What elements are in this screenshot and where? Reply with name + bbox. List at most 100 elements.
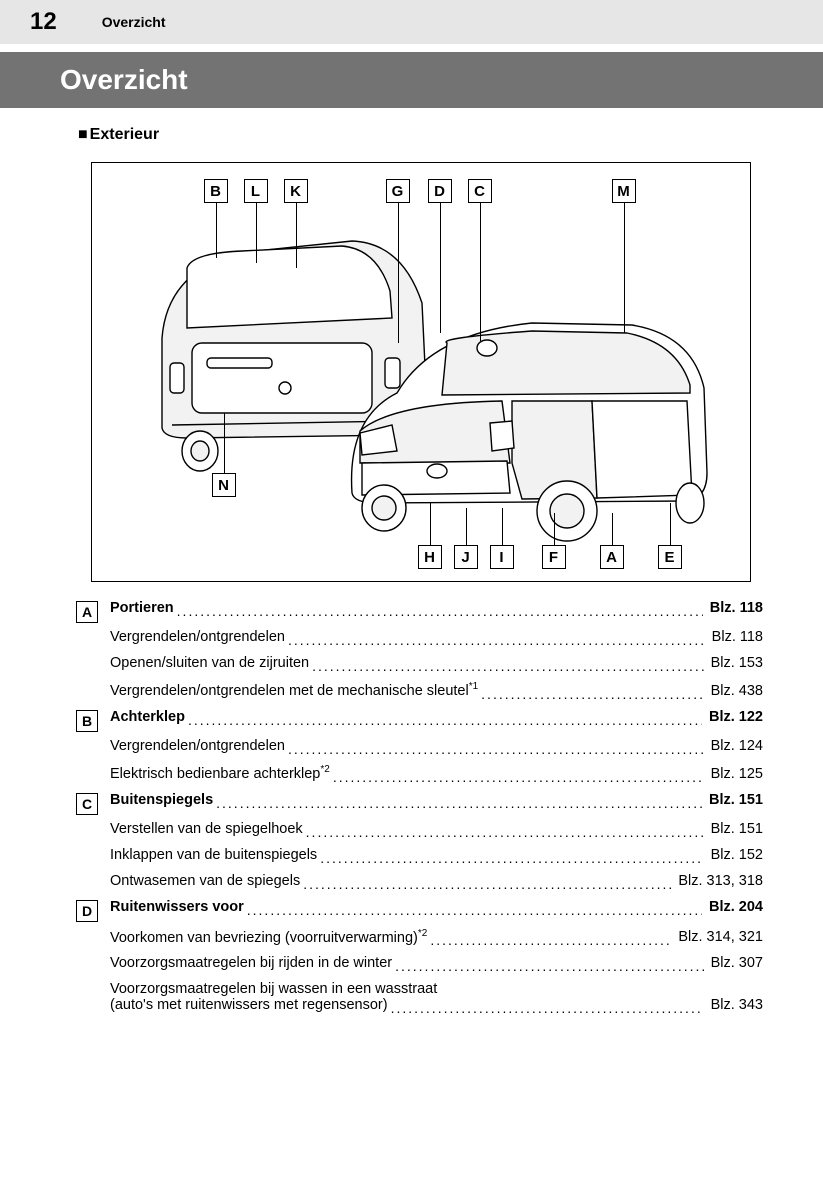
- callout-line: [670, 503, 672, 545]
- index-sub-row: Voorzorgsmaatregelen bij wassen in een w…: [110, 981, 763, 1013]
- callout-b: B: [204, 179, 228, 203]
- index-sub-label: Elektrisch bedienbare achterklep*2: [110, 764, 330, 782]
- index-sub-row: Vergrendelen/ontgrendelen Blz. 124: [110, 738, 763, 754]
- footnote-ref: *2: [320, 764, 329, 775]
- footnote-ref: *2: [418, 928, 427, 939]
- callout-c: C: [468, 179, 492, 203]
- index-heading-page: Blz. 122: [705, 709, 763, 725]
- index-letter-box: B: [76, 710, 98, 732]
- index-sub-label: Vergrendelen/ontgrendelen met de mechani…: [110, 681, 478, 699]
- callout-f: F: [542, 545, 566, 569]
- index-heading-page: Blz. 204: [705, 899, 763, 915]
- callout-h: H: [418, 545, 442, 569]
- index-sub-page: Blz. 151: [707, 821, 763, 837]
- index-block-d: D Ruitenwissers voor Blz. 204 Voorkomen van…: [78, 899, 763, 1014]
- content-section: ■Exterieur: [0, 108, 823, 1013]
- index-sub-row: Elektrisch bedienbare achterklep*2 Blz. 1…: [110, 764, 763, 782]
- index-sub-row: Voorkomen van bevriezing (voorruitverwar…: [110, 928, 763, 946]
- callout-n: N: [212, 473, 236, 497]
- callout-line: [440, 203, 442, 333]
- leader-dots: [320, 849, 703, 863]
- callout-line: [398, 203, 400, 343]
- page-title: Overzicht: [60, 64, 188, 95]
- subsection-heading: ■Exterieur: [78, 126, 763, 144]
- index-sub-label: Ontwasemen van de spiegels: [110, 873, 300, 889]
- index-sub-page: Blz. 343: [707, 997, 763, 1013]
- callout-line: [430, 503, 432, 545]
- index-sub-page: Blz. 313, 318: [674, 873, 763, 889]
- subsection-marker: ■: [78, 126, 88, 143]
- index-sub-row: Verstellen van de spiegelhoek Blz. 151: [110, 821, 763, 837]
- callout-m: M: [612, 179, 636, 203]
- callout-g: G: [386, 179, 410, 203]
- page-header: 12 Overzicht: [0, 0, 823, 46]
- index-heading-row: B Achterklep Blz. 122: [78, 709, 763, 732]
- leader-dots: [306, 823, 704, 837]
- index-heading-row: D Ruitenwissers voor Blz. 204: [78, 899, 763, 922]
- index-letter-box: D: [76, 900, 98, 922]
- car-illustration-svg: [92, 163, 752, 583]
- index-letter-box: A: [76, 601, 98, 623]
- index-sub-label: Openen/sluiten van de zijruiten: [110, 655, 309, 671]
- index-sub-page: Blz. 153: [707, 655, 763, 671]
- leader-dots: [247, 901, 702, 915]
- leader-dots: [216, 794, 702, 808]
- index-heading-row: A Portieren Blz. 118: [78, 600, 763, 623]
- index-block-b: B Achterklep Blz. 122 Vergrendelen/ontgrend…: [78, 709, 763, 782]
- callout-line: [612, 513, 614, 545]
- index-list: APortierenBlz. 118Vergrendelen/ontgrende…: [78, 600, 763, 1013]
- index-sub-page: Blz. 124: [707, 738, 763, 754]
- subsection-text: Exterieur: [90, 126, 159, 143]
- callout-d: D: [428, 179, 452, 203]
- index-heading-label: Portieren: [110, 600, 174, 616]
- callout-line: [502, 508, 504, 545]
- index-sub-page: Blz. 125: [707, 766, 763, 782]
- leader-dots: [395, 957, 703, 971]
- index-row-content: Buitenspiegels Blz. 151: [110, 792, 763, 808]
- index-sub-label: Verstellen van de spiegelhoek: [110, 821, 303, 837]
- index-heading-label: Buitenspiegels: [110, 792, 213, 808]
- leader-dots: [312, 657, 703, 671]
- index-sub-label: Voorkomen van bevriezing (voorruitverwar…: [110, 928, 427, 946]
- index-sub-row: Vergrendelen/ontgrendelen met de mechani…: [110, 681, 763, 699]
- header-section-title: Overzicht: [102, 14, 166, 30]
- index-sub-label: Voorzorgsmaatregelen bij wassen in een w…: [110, 981, 763, 997]
- title-bar: Overzicht: [0, 52, 823, 108]
- index-sub-page: Blz. 438: [707, 683, 763, 699]
- index-sub-label: Voorzorgsmaatregelen bij rijden in de wi…: [110, 955, 392, 971]
- callout-k: K: [284, 179, 308, 203]
- index-letter-box: C: [76, 793, 98, 815]
- leader-dots: [188, 711, 702, 725]
- index-heading-label: Achterklep: [110, 709, 185, 725]
- leader-dots: [177, 602, 703, 616]
- exterior-diagram: BLKGDCMHJIFAEN: [91, 162, 751, 582]
- index-heading-label: Ruitenwissers voor: [110, 899, 244, 915]
- index-row-content: Portieren Blz. 118: [110, 600, 763, 616]
- callout-a: A: [600, 545, 624, 569]
- leader-dots: [288, 631, 705, 645]
- page-number: 12: [30, 8, 57, 36]
- leader-dots: [333, 768, 704, 782]
- callout-line: [296, 203, 298, 268]
- index-sub-row: Inklappen van de buitenspiegelsBlz. 152: [110, 847, 763, 863]
- leader-dots: [391, 999, 704, 1013]
- index-sub-label: (auto's met ruitenwissers met regensenso…: [110, 997, 388, 1013]
- index-heading-page: Blz. 118: [706, 600, 763, 616]
- index-heading-page: Blz. 151: [705, 792, 763, 808]
- callout-line: [554, 513, 556, 545]
- callout-line: [256, 203, 258, 263]
- index-sub-label: Vergrendelen/ontgrendelen: [110, 629, 285, 645]
- index-heading-row: C Buitenspiegels Blz. 151: [78, 792, 763, 815]
- callout-line: [216, 203, 218, 258]
- index-sub-line2: (auto's met ruitenwissers met regensenso…: [110, 997, 763, 1013]
- index-sub-row: Voorzorgsmaatregelen bij rijden in de wi…: [110, 955, 763, 971]
- leader-dots: [288, 740, 704, 754]
- callout-j: J: [454, 545, 478, 569]
- index-sub-row: Vergrendelen/ontgrendelen Blz. 118: [110, 629, 763, 645]
- index-sub-page: Blz. 118: [708, 629, 763, 645]
- leader-dots: [303, 875, 671, 889]
- index-sub-page: Blz. 307: [707, 955, 763, 971]
- index-sub-label: Vergrendelen/ontgrendelen: [110, 738, 285, 754]
- leader-dots: [481, 685, 703, 699]
- index-sub-page: Blz. 152: [707, 847, 763, 863]
